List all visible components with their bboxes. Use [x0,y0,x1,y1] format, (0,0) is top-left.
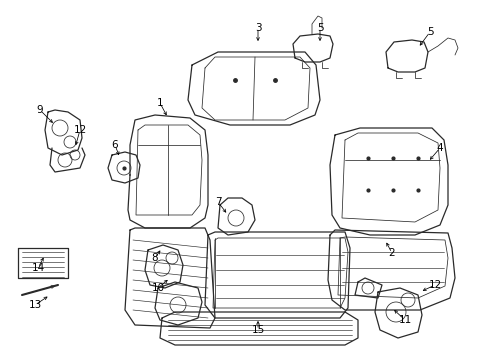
Text: 12: 12 [74,125,87,135]
Text: 14: 14 [31,263,45,273]
Text: 5: 5 [317,23,323,33]
Text: 5: 5 [427,27,433,37]
Text: 11: 11 [398,315,412,325]
Text: 2: 2 [389,248,395,258]
Text: 1: 1 [157,98,163,108]
Text: 7: 7 [215,197,221,207]
Text: 9: 9 [37,105,43,115]
Text: 6: 6 [112,140,118,150]
Text: 8: 8 [152,253,158,263]
Text: 10: 10 [151,283,165,293]
Text: 12: 12 [428,280,441,290]
Text: 13: 13 [28,300,42,310]
Text: 15: 15 [251,325,265,335]
Text: 3: 3 [255,23,261,33]
Text: 4: 4 [437,143,443,153]
